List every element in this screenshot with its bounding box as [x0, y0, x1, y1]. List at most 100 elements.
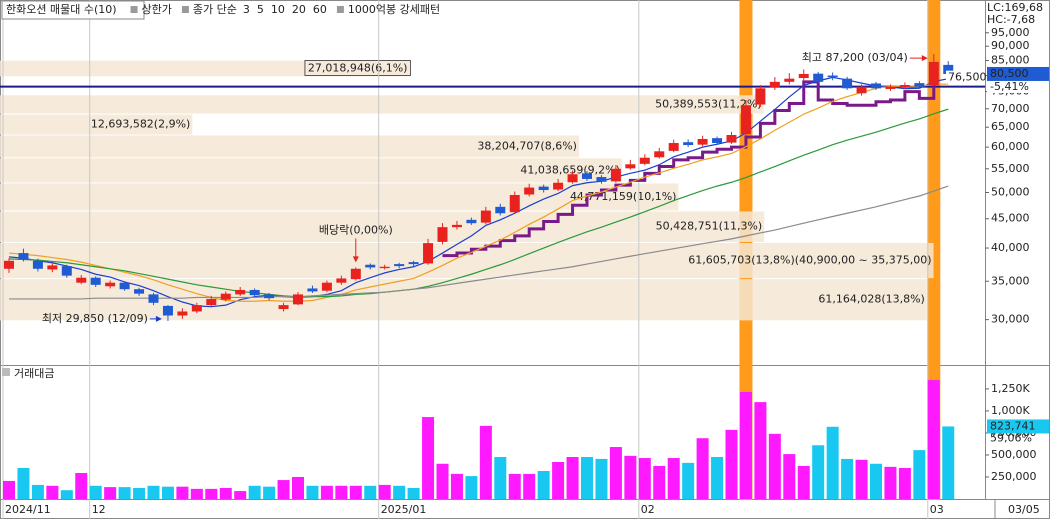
profile-label: 50,389,553(11,2%) — [655, 97, 762, 110]
annotation-arrowhead — [921, 55, 928, 62]
candle-body — [365, 264, 376, 268]
volume-bar — [739, 391, 752, 499]
y-tick-label: 45,000 — [991, 212, 1030, 225]
ma-line — [8, 76, 949, 308]
candle-body — [769, 81, 780, 88]
volume-bar — [219, 487, 232, 499]
profile-band — [0, 242, 934, 279]
volume-bar — [349, 485, 362, 499]
volume-bar — [320, 485, 333, 499]
candle-body — [755, 88, 766, 105]
y-tick-label: 500,000 — [991, 448, 1037, 461]
volume-bar — [292, 476, 304, 499]
candle-body — [639, 157, 650, 164]
candle-body — [740, 105, 751, 135]
x-end-label: 03/05 — [1008, 503, 1040, 516]
volume-bar — [46, 485, 59, 499]
volume-bar — [537, 470, 550, 499]
candle-body — [899, 85, 910, 88]
candle-body — [480, 210, 491, 223]
volume-bar — [566, 456, 579, 499]
x-tick-label: 03 — [930, 503, 944, 516]
volume-bar — [754, 402, 767, 499]
last-price-box — [987, 66, 1049, 81]
volume-bar — [898, 467, 911, 499]
candle-body — [871, 83, 881, 89]
lc-label: LC:169,68 — [987, 1, 1043, 14]
legend-label: 종가 단순 — [193, 3, 237, 16]
candle-body — [191, 305, 202, 312]
annotation: 최고 87,200 (03/04) — [802, 51, 908, 64]
candle-body — [524, 187, 535, 195]
candle-body — [350, 268, 361, 280]
volume-bar — [768, 433, 781, 499]
x-tick-label: 2024/11 — [5, 503, 51, 516]
y-tick-label: 65,000 — [991, 120, 1030, 133]
volume-bar — [176, 486, 189, 499]
legend-label: 상한가 — [142, 3, 172, 16]
volume-bar — [725, 429, 738, 499]
candle-body — [914, 83, 925, 87]
candle-body — [553, 182, 564, 190]
ma-line — [8, 108, 949, 298]
candle-body — [32, 260, 43, 269]
hc-label: HC:-7,68 — [987, 13, 1035, 26]
candle-body — [683, 142, 694, 146]
volume-bar — [31, 484, 44, 499]
volume-bar — [667, 458, 680, 499]
volume-bar — [161, 486, 174, 499]
y-tick-label: 90,000 — [991, 39, 1030, 52]
volume-bar — [234, 491, 247, 499]
volume-bar — [913, 450, 926, 499]
y-tick-label: 1,250K — [991, 382, 1030, 395]
volume-bar — [855, 459, 868, 499]
candle-body — [697, 138, 708, 145]
legend-swatch — [130, 6, 138, 13]
volume-bar — [653, 465, 666, 499]
profile-label: 38,204,707(8,6%) — [477, 139, 577, 152]
profile-label: 61,605,703(13,8%)(40,900,00 ~ 35,375,00) — [688, 254, 931, 267]
volume-bar — [624, 455, 637, 499]
candle-body — [379, 266, 390, 269]
y-tick-label: 40,000 — [991, 241, 1030, 254]
candle-body — [654, 151, 665, 158]
candle-body — [827, 75, 838, 78]
candle-body — [596, 177, 607, 182]
volume-bar — [306, 485, 319, 499]
y-tick-label: 85,000 — [991, 53, 1030, 66]
volume-bar — [133, 487, 146, 499]
y-tick-label: 60,000 — [991, 140, 1030, 153]
profile-label: 12,693,582(2,9%) — [91, 118, 191, 131]
volume-bar — [841, 458, 854, 499]
profile-band — [0, 183, 679, 211]
volume-bar — [422, 417, 435, 499]
candle-body — [943, 64, 954, 74]
panel-title-box — [2, 368, 10, 376]
legend-swatch — [181, 6, 189, 13]
y-tick-label: 95,000 — [991, 26, 1030, 39]
volume-bar — [812, 445, 825, 499]
profile-label: 50,428,751(11,3%) — [656, 220, 763, 233]
volume-bar — [609, 447, 622, 499]
candle-body — [798, 73, 809, 79]
volume-bar — [393, 485, 406, 499]
y-tick-label: 35,000 — [991, 274, 1030, 287]
volume-bar — [465, 476, 478, 499]
change-bg — [987, 80, 1049, 93]
profile-band — [0, 211, 765, 242]
candle-body — [538, 186, 549, 191]
candle-body — [668, 143, 679, 151]
volume-bar — [364, 485, 377, 499]
y-tick-label: 70,000 — [991, 102, 1030, 115]
y-tick-label: 50,000 — [991, 185, 1030, 198]
legend-series: 60 — [313, 3, 327, 16]
volume-bar — [523, 473, 536, 499]
candle-body — [148, 294, 159, 303]
volume-bar — [60, 490, 73, 499]
candle-body — [451, 224, 462, 228]
volume-bar — [581, 456, 593, 499]
legend-label: 1000억봉 강세패턴 — [348, 3, 440, 16]
x-tick-label: 02 — [641, 503, 655, 516]
volume-bar — [927, 380, 940, 499]
volume-bar — [884, 466, 897, 499]
